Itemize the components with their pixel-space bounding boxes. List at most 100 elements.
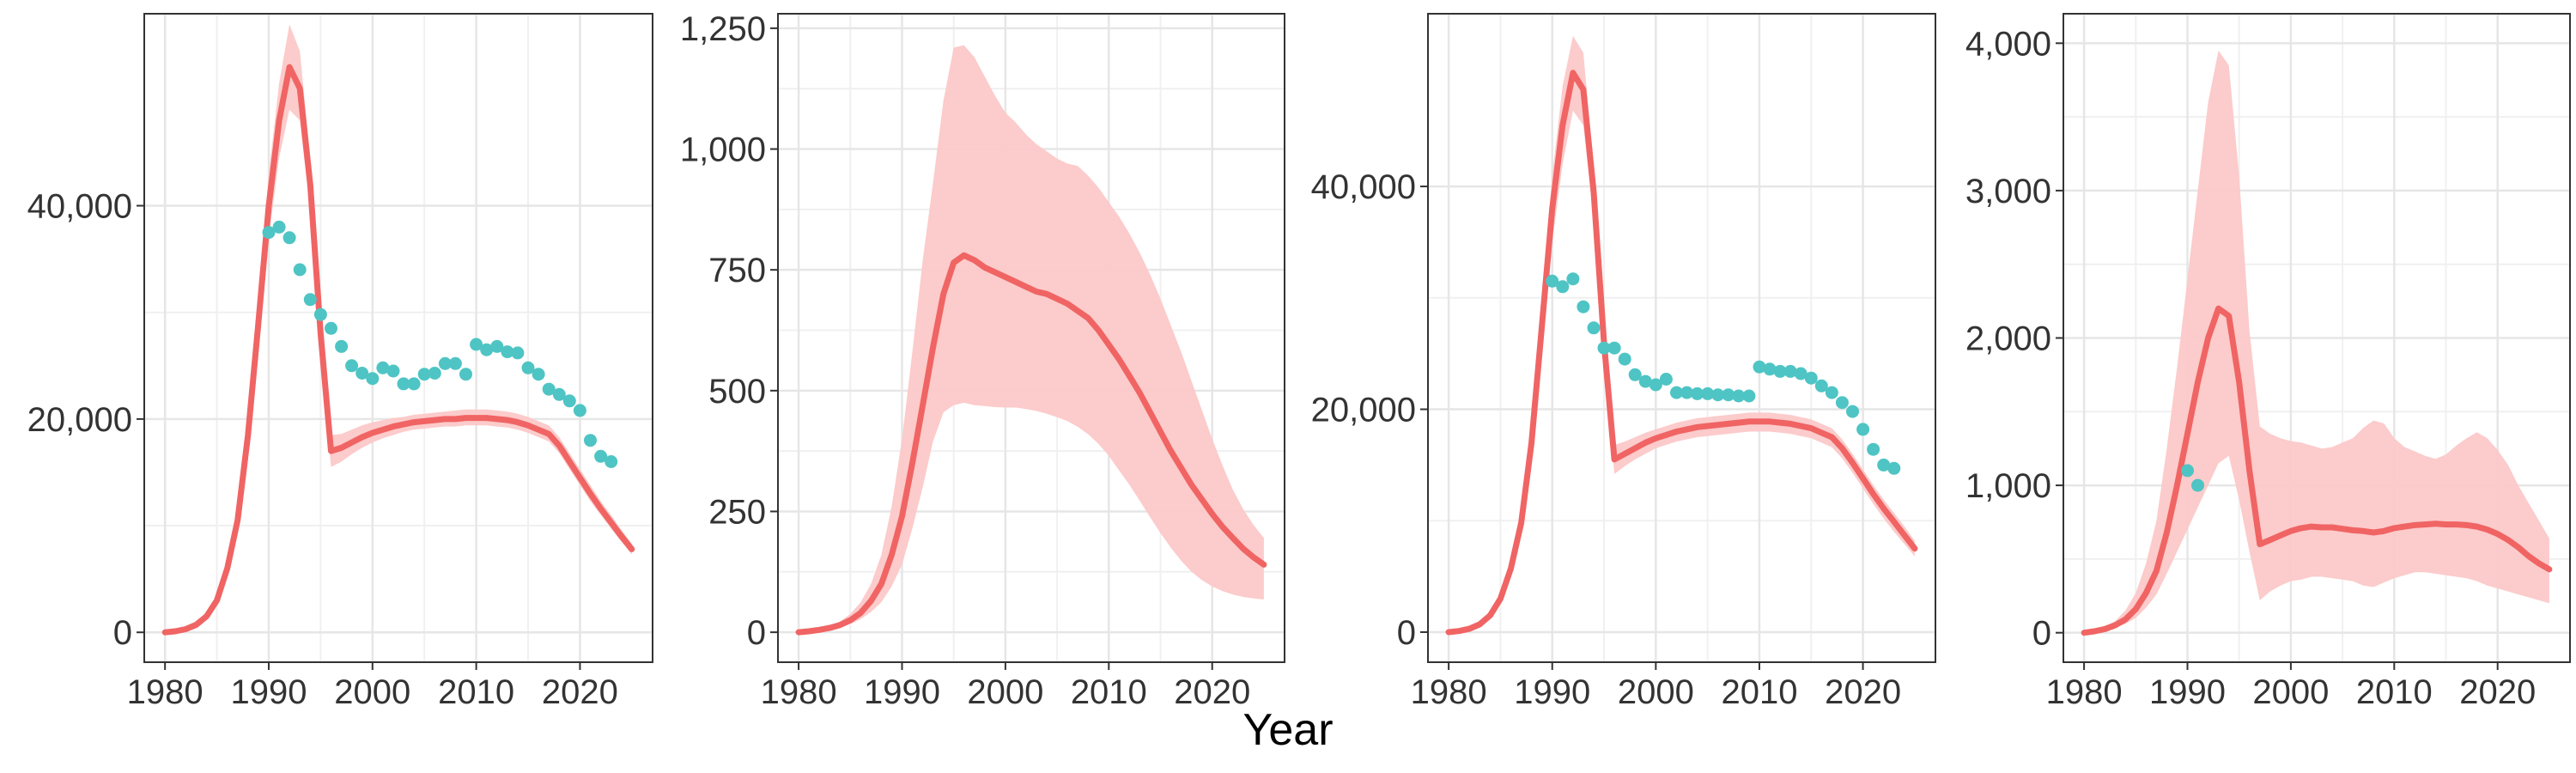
observed-point <box>1732 389 1746 403</box>
panel-border <box>777 13 1285 663</box>
observed-point <box>490 339 504 353</box>
observed-point <box>1711 388 1725 402</box>
model-line <box>795 252 1267 636</box>
y-tick-label: 1,000 <box>680 131 766 169</box>
observed-point <box>1856 423 1870 436</box>
x-tick-label: 1980 <box>761 673 837 711</box>
observed-point <box>283 231 296 245</box>
x-tick-label: 1980 <box>127 673 204 711</box>
observed-point <box>313 307 327 321</box>
confidence-band <box>799 45 1264 633</box>
x-tick-label: 2020 <box>542 673 618 711</box>
observed-point <box>542 382 556 396</box>
observed-point <box>272 220 286 234</box>
observed-point <box>1618 352 1631 366</box>
chart-panel-3: 1980 1990 2000 2010 2020 0 20,000 40,000 <box>1311 13 1936 711</box>
y-tick-label: 1,250 <box>680 10 766 48</box>
model-line <box>1445 70 1918 636</box>
model-line <box>2081 305 2553 636</box>
observed-point <box>573 404 586 417</box>
observed-point <box>345 359 359 373</box>
y-tick-label: 750 <box>708 252 766 289</box>
x-tick-label: 1990 <box>230 673 307 711</box>
observed-point <box>1763 362 1777 376</box>
observed-point <box>1680 386 1693 399</box>
observed-point <box>1577 300 1590 313</box>
x-tick-label: 2010 <box>1721 673 1797 711</box>
x-tick-label: 1980 <box>1411 673 1487 711</box>
observed-point <box>293 263 307 277</box>
y-tick-label: 20,000 <box>1311 392 1416 429</box>
observed-point <box>448 356 462 370</box>
y-tick-label: 40,000 <box>1311 168 1416 206</box>
observed-point <box>1887 461 1901 475</box>
observed-point <box>1546 274 1559 288</box>
observed-point <box>397 377 410 391</box>
observed-point <box>1638 374 1652 388</box>
chart-panel-2: 1980 1990 2000 2010 2020 0 250 500 750 1,000 1,250 <box>680 10 1285 711</box>
observed-point <box>366 372 380 386</box>
observed-point <box>584 434 597 447</box>
observed-point <box>1742 389 1756 403</box>
x-tick-label: 1990 <box>2149 673 2226 711</box>
observed-point <box>1773 364 1787 378</box>
y-tick-label: 0 <box>747 614 766 652</box>
y-tick-label: 250 <box>708 493 766 531</box>
x-tick-label: 2010 <box>438 673 514 711</box>
plot-background <box>144 14 653 662</box>
observed-point <box>1649 378 1662 392</box>
y-tick-label: 4,000 <box>1965 25 2051 63</box>
observed-point <box>355 367 369 380</box>
observed-point <box>325 321 337 335</box>
observed-point <box>376 361 390 374</box>
x-tick-label: 2020 <box>1825 673 1901 711</box>
panel-border <box>1427 13 1936 663</box>
x-tick-label: 2010 <box>2356 673 2433 711</box>
y-tick-label: 0 <box>2032 615 2051 653</box>
observed-point <box>1825 386 1838 399</box>
observed-point <box>521 361 535 374</box>
observed-point <box>1794 367 1807 380</box>
model-line <box>161 64 635 636</box>
y-tick-label: 0 <box>1397 614 1416 652</box>
x-tick-label: 2020 <box>2459 673 2536 711</box>
observed-point <box>562 394 576 408</box>
observed-point <box>1587 321 1601 335</box>
x-tick-label: 2000 <box>2252 673 2329 711</box>
observed-point <box>1701 386 1715 400</box>
observed-point <box>428 367 441 380</box>
observed-point <box>262 226 276 240</box>
x-tick-label: 1980 <box>2046 673 2123 711</box>
x-tick-label: 2000 <box>334 673 410 711</box>
observed-point <box>480 343 494 356</box>
observed-point <box>417 368 431 381</box>
y-tick-label: 2,000 <box>1965 320 2051 358</box>
y-tick-label: 3,000 <box>1965 173 2051 210</box>
y-tick-label: 500 <box>708 373 766 411</box>
observed-point <box>2191 478 2204 492</box>
observed-point <box>1670 386 1683 399</box>
observed-point <box>1814 379 1828 393</box>
observed-point <box>1722 388 1735 402</box>
y-tick-label: 0 <box>113 614 132 652</box>
x-tick-label: 2010 <box>1071 673 1147 711</box>
observed-point <box>1607 341 1621 355</box>
y-tick-label: 20,000 <box>27 401 132 439</box>
x-tick-label: 1990 <box>1514 673 1590 711</box>
shared-x-axis-label: Year <box>1242 705 1334 755</box>
observed-point <box>1628 368 1642 381</box>
observed-point <box>1783 364 1797 378</box>
plot-background <box>1428 14 1935 662</box>
chart-panel-1: 1980 1990 2000 2010 2020 0 20,000 40,000 <box>27 13 653 711</box>
x-tick-label: 1990 <box>864 673 940 711</box>
observed-point <box>335 339 349 353</box>
panel-border <box>143 13 653 663</box>
observed-point <box>511 346 525 360</box>
observed-point <box>1597 341 1611 355</box>
observed-point <box>1877 458 1891 472</box>
observed-point <box>386 364 400 378</box>
observed-point <box>594 449 608 463</box>
observed-point <box>501 345 514 359</box>
observed-point <box>605 455 618 468</box>
